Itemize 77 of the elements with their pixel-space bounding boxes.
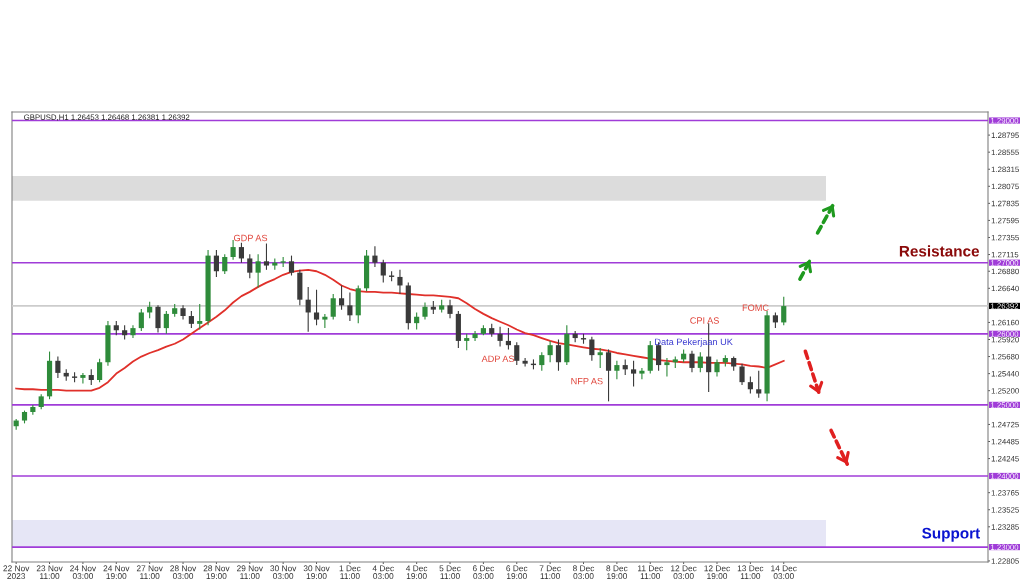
candlestick — [230, 239, 236, 261]
candlestick — [539, 351, 545, 372]
annotation: NFP AS — [571, 377, 603, 385]
x-tick-label: 8 Dec 19:00 — [606, 565, 628, 579]
x-tick-label: 4 Dec 03:00 — [372, 565, 394, 579]
candlestick — [697, 351, 703, 373]
candlestick — [138, 308, 144, 332]
candlestick — [597, 347, 603, 369]
x-tick-label: 6 Dec 03:00 — [472, 565, 495, 579]
x-tick-label: 30 Nov 03:00 — [270, 565, 297, 579]
x-tick-label: 24 Nov 03:00 — [70, 565, 97, 579]
candlestick — [472, 330, 478, 342]
candlestick — [338, 284, 345, 311]
x-tick-label: 29 Nov 11:00 — [237, 565, 263, 579]
annotation: ADP AS — [481, 355, 515, 363]
candlestick — [213, 249, 219, 278]
candlestick — [222, 253, 228, 275]
candlestick — [305, 286, 311, 333]
candlestick — [30, 404, 36, 416]
x-tick-label: 11 Dec 11:00 — [638, 565, 663, 579]
x-tick-label: 12 Dec 03:00 — [671, 565, 697, 579]
annotation: GDP AS — [234, 234, 268, 242]
annotation: CPI AS — [690, 317, 719, 324]
x-tick-label: 30 Nov 19:00 — [303, 565, 330, 579]
text: Resistance — [899, 245, 980, 257]
candlestick — [505, 327, 512, 350]
x-tick-label: 12 Dec 19:00 — [704, 565, 730, 579]
candlestick — [255, 253, 261, 289]
candlestick — [155, 304, 161, 333]
candlestick — [372, 245, 378, 268]
x-tick-label: 1 Dec 11:00 — [339, 565, 361, 579]
candlestick — [555, 338, 562, 372]
candlestick — [322, 313, 328, 329]
x-tick-label: 22 Nov 2023 — [3, 565, 30, 579]
candlestick — [80, 372, 86, 385]
candlestick — [247, 253, 253, 279]
candlestick — [330, 293, 336, 321]
candlestick — [288, 255, 295, 277]
x-tick-label: 13 Dec 11:00 — [737, 565, 764, 579]
candlestick — [547, 340, 553, 363]
candlestick — [630, 360, 637, 387]
candlestick — [197, 303, 203, 331]
x-tick-label: 28 Nov 19:00 — [203, 565, 230, 579]
candlestick — [689, 350, 695, 373]
x-tick-label: 27 Nov 11:00 — [136, 565, 163, 579]
candlestick — [397, 269, 403, 295]
candlestick — [614, 360, 620, 380]
candlestick — [238, 242, 245, 264]
annotation: FOMC — [742, 304, 769, 311]
x-tick-label: 4 Dec 19:00 — [405, 565, 428, 579]
x-tick-label: 8 Dec 03:00 — [572, 565, 595, 579]
x-tick-label: 5 Dec 11:00 — [439, 565, 461, 579]
candlestick — [639, 367, 645, 380]
candlestick — [664, 357, 670, 378]
candlestick — [263, 242, 270, 271]
candlestick — [605, 348, 612, 402]
candlestick — [739, 363, 745, 386]
candlestick — [589, 336, 595, 362]
candlestick — [756, 370, 762, 399]
x-tick-label: 28 Nov 03:00 — [170, 565, 197, 579]
x-tick-label: 7 Dec 11:00 — [539, 565, 561, 579]
candlestick — [380, 259, 386, 284]
text: Support — [922, 527, 980, 542]
candlestick — [163, 310, 169, 335]
x-tick-label: 24 Nov 19:00 — [103, 565, 130, 579]
candlestick — [522, 357, 528, 368]
candlestick — [514, 341, 520, 366]
candlestick — [97, 358, 103, 383]
candlestick — [497, 326, 503, 348]
x-tick-label: 6 Dec 19:00 — [506, 565, 528, 579]
candlestick — [313, 289, 320, 326]
candlestick — [55, 355, 61, 379]
x-tick-label: 14 Dec 03:00 — [771, 565, 797, 579]
candlestick — [447, 299, 453, 319]
x-tick-label: 23 Nov 11:00 — [36, 565, 63, 579]
candlestick — [781, 296, 787, 326]
candlestick — [347, 292, 353, 322]
